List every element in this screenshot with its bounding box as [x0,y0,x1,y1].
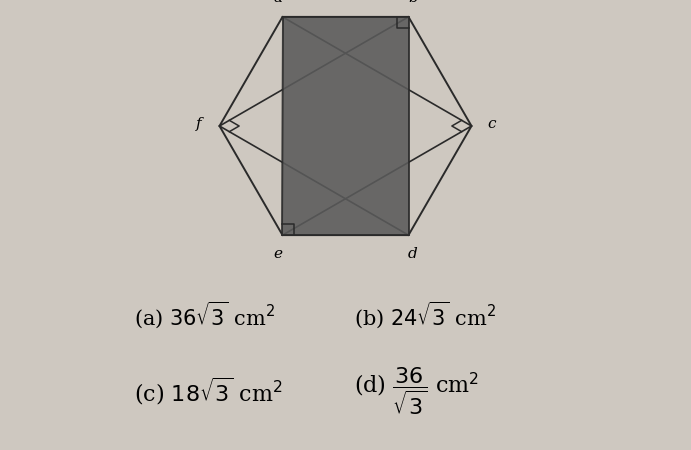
Text: (c) $18\sqrt{3}$ cm$^2$: (c) $18\sqrt{3}$ cm$^2$ [134,376,283,407]
Text: a: a [274,0,283,4]
Text: e: e [274,248,283,261]
Text: c: c [488,117,496,131]
Text: f: f [196,117,202,131]
Text: (d) $\dfrac{36}{\sqrt{3}}$ cm$^2$: (d) $\dfrac{36}{\sqrt{3}}$ cm$^2$ [354,366,480,417]
Text: d: d [408,248,418,261]
Text: (b) $24\sqrt{3}$ cm$^2$: (b) $24\sqrt{3}$ cm$^2$ [354,300,496,330]
Text: (a) $36\sqrt{3}$ cm$^2$: (a) $36\sqrt{3}$ cm$^2$ [134,300,275,330]
Polygon shape [283,17,408,235]
Text: b: b [408,0,418,4]
